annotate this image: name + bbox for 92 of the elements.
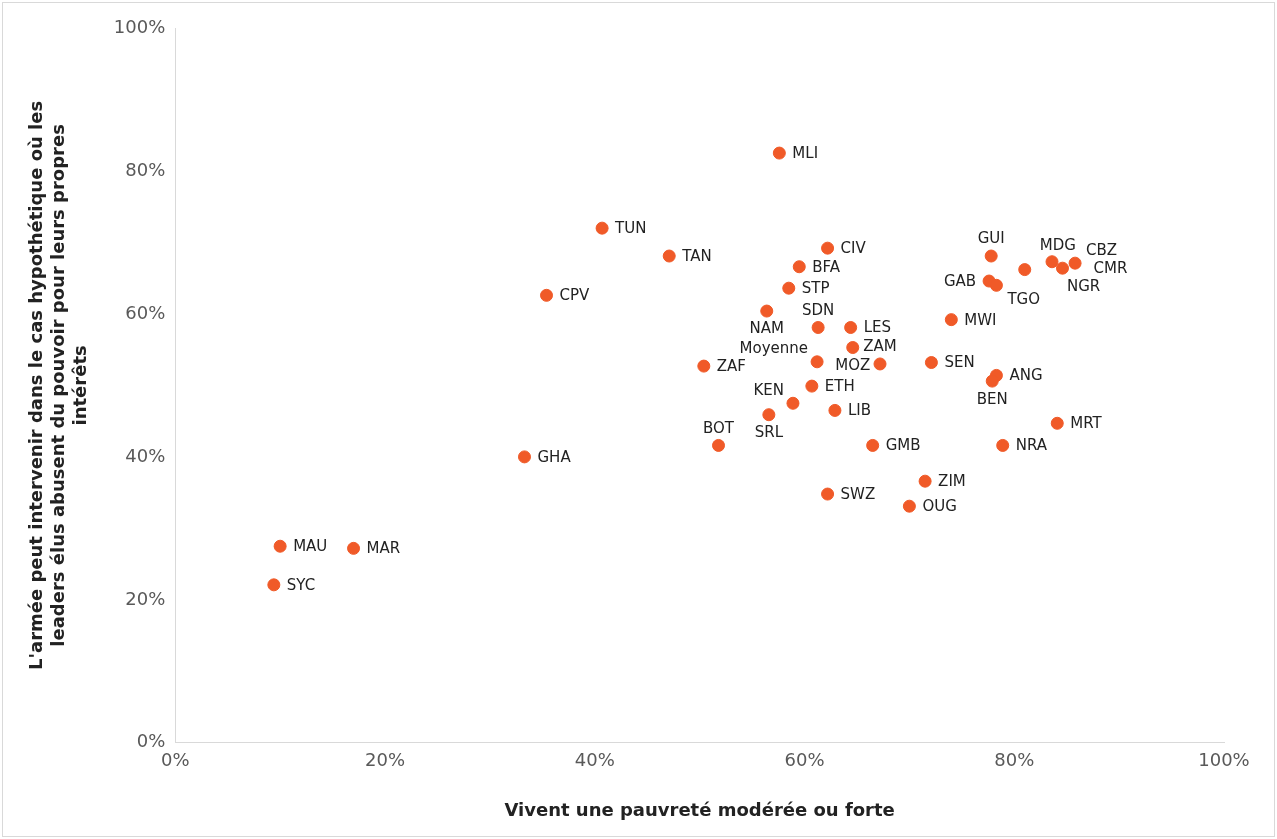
point bbox=[712, 438, 726, 452]
point bbox=[866, 438, 880, 452]
point bbox=[517, 450, 531, 464]
point bbox=[662, 249, 676, 263]
point bbox=[811, 321, 825, 334]
data-label: CPV bbox=[559, 286, 591, 305]
point bbox=[810, 355, 824, 369]
data-label: LES bbox=[863, 318, 892, 337]
point bbox=[996, 438, 1010, 452]
data-label: BOT bbox=[703, 418, 735, 437]
point bbox=[902, 499, 916, 513]
point bbox=[844, 321, 858, 334]
data-label: TUN bbox=[614, 219, 647, 238]
data-label: GHA bbox=[537, 447, 572, 466]
point bbox=[984, 249, 998, 263]
point bbox=[805, 379, 819, 393]
data-label: MAR bbox=[366, 539, 401, 558]
data-label: MAU bbox=[293, 537, 328, 556]
data-label: SYC bbox=[286, 575, 316, 594]
data-label: GMB bbox=[885, 436, 921, 455]
y-tick-label: 80% bbox=[125, 158, 166, 180]
data-label: STP bbox=[801, 279, 830, 298]
data-label: TAN bbox=[681, 246, 712, 265]
data-label: GAB bbox=[943, 271, 977, 290]
point bbox=[1055, 261, 1069, 275]
data-label: KEN bbox=[753, 380, 784, 399]
y-tick-label: 20% bbox=[125, 587, 166, 609]
data-label: ZAF bbox=[716, 356, 746, 375]
point bbox=[273, 539, 287, 553]
point bbox=[792, 260, 806, 274]
point bbox=[1050, 416, 1064, 430]
data-label: SWZ bbox=[840, 484, 876, 503]
x-tick-label: 0% bbox=[160, 749, 190, 771]
data-label: CBZ bbox=[1086, 240, 1118, 259]
data-label: MOZ bbox=[835, 355, 871, 374]
data-label: ZAM bbox=[863, 337, 897, 356]
data-label: SDN bbox=[801, 300, 835, 319]
data-label: MWI bbox=[964, 310, 997, 329]
point bbox=[821, 487, 835, 501]
data-label: CMR bbox=[1093, 259, 1128, 278]
data-label: BEN bbox=[976, 389, 1008, 408]
data-label: LIB bbox=[847, 401, 871, 420]
data-label: ZIM bbox=[938, 472, 966, 491]
data-label: NAM bbox=[749, 319, 784, 338]
x-tick-label: 100% bbox=[1198, 749, 1250, 771]
point bbox=[772, 146, 786, 160]
point bbox=[846, 341, 860, 355]
data-label: NRA bbox=[1015, 436, 1048, 455]
point bbox=[760, 304, 774, 318]
point bbox=[786, 396, 800, 410]
point bbox=[782, 281, 796, 295]
x-tick-label: 60% bbox=[784, 749, 825, 771]
point bbox=[762, 408, 776, 422]
data-label: NGR bbox=[1067, 277, 1101, 296]
data-label: BFA bbox=[812, 257, 841, 276]
point bbox=[1018, 263, 1032, 277]
data-label: OUG bbox=[922, 497, 957, 516]
data-label: ANG bbox=[1009, 366, 1043, 385]
point bbox=[924, 356, 938, 370]
y-tick-label: 40% bbox=[125, 444, 166, 466]
data-label: Moyenne bbox=[739, 339, 809, 358]
point bbox=[540, 288, 554, 302]
point bbox=[595, 221, 609, 235]
point bbox=[821, 241, 835, 255]
x-axis-title: Vivent une pauvreté modérée ou forte bbox=[504, 798, 895, 820]
y-axis-title: L'armée peut intervenir dans le cas hypothétique où les leaders élus abusent du pouvoir pour leurs propres intérêts bbox=[25, 100, 90, 670]
y-tick-label: 100% bbox=[113, 15, 166, 37]
x-tick-label: 20% bbox=[365, 749, 406, 771]
data-label: MLI bbox=[792, 143, 819, 162]
y-tick-label: 0% bbox=[136, 730, 166, 752]
data-label: TGO bbox=[1006, 289, 1041, 308]
y-tick-label: 60% bbox=[125, 301, 166, 323]
point bbox=[944, 313, 958, 327]
data-label: MDG bbox=[1039, 235, 1076, 254]
point bbox=[989, 278, 1003, 292]
point bbox=[1045, 255, 1059, 269]
point bbox=[873, 357, 887, 371]
data-label: SRL bbox=[754, 423, 784, 442]
point bbox=[985, 374, 999, 388]
point bbox=[828, 403, 842, 417]
data-label: MRT bbox=[1070, 414, 1103, 433]
point bbox=[918, 474, 932, 488]
data-label: CIV bbox=[840, 239, 867, 258]
x-tick-label: 40% bbox=[574, 749, 615, 771]
point bbox=[347, 541, 361, 555]
data-label: GUI bbox=[977, 229, 1005, 248]
x-tick-label: 80% bbox=[994, 749, 1035, 771]
data-label: SEN bbox=[944, 353, 975, 372]
point bbox=[267, 578, 281, 592]
data-label: ETH bbox=[824, 377, 855, 396]
point bbox=[1068, 256, 1082, 270]
point bbox=[697, 359, 711, 373]
